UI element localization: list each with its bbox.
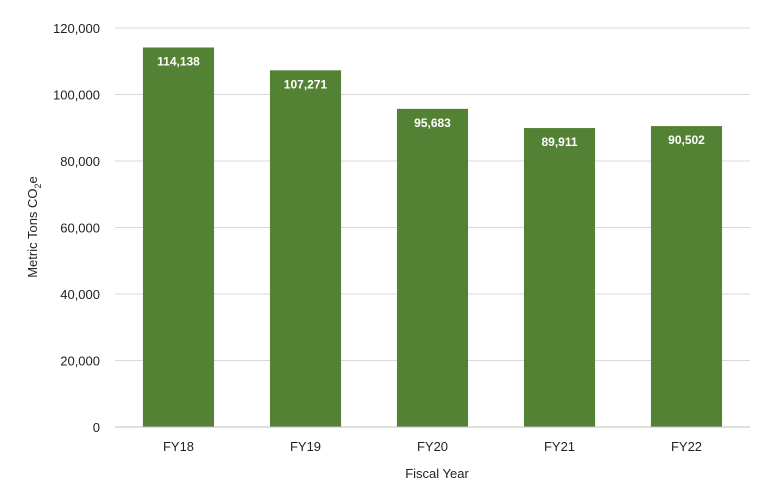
bar-fy19	[269, 70, 342, 428]
y-axis-ticks: 0 20,000 40,000 60,000 80,000 100,000 120,000	[53, 21, 100, 435]
data-label-fy19: 107,271	[284, 77, 328, 91]
data-label-fy21: 89,911	[541, 135, 577, 149]
bar-fy21	[523, 128, 596, 427]
data-label-fy22: 90,502	[668, 133, 705, 147]
x-tick-label: FY20	[417, 439, 448, 454]
x-axis-ticks: FY18 FY19 FY20 FY21 FY22	[163, 439, 702, 454]
bar-fy22	[650, 126, 723, 428]
x-tick-label: FY19	[290, 439, 321, 454]
x-tick-label: FY18	[163, 439, 194, 454]
y-tick-label: 40,000	[60, 287, 100, 302]
y-axis-title-suffix: e	[25, 176, 40, 183]
data-label-fy18: 114,138	[157, 54, 200, 68]
bar-series	[142, 47, 723, 428]
y-tick-label: 80,000	[60, 154, 100, 169]
x-tick-label: FY22	[671, 439, 702, 454]
bar-fy18	[142, 47, 215, 427]
x-tick-label: FY21	[544, 439, 575, 454]
y-tick-label: 0	[93, 420, 100, 435]
y-tick-label: 120,000	[53, 21, 100, 36]
data-labels: 114,138 107,271 95,683 89,911 90,502	[157, 54, 705, 149]
y-tick-label: 60,000	[60, 221, 100, 236]
y-axis-title: Metric Tons CO2e	[25, 176, 43, 278]
data-label-fy20: 95,683	[414, 116, 451, 130]
y-axis-title-main: Metric Tons CO	[25, 188, 40, 277]
y-tick-label: 20,000	[60, 354, 100, 369]
bar-fy20	[396, 108, 469, 427]
y-axis-title-subscript: 2	[33, 183, 43, 188]
y-tick-label: 100,000	[53, 88, 100, 103]
x-axis-title: Fiscal Year	[405, 466, 469, 481]
